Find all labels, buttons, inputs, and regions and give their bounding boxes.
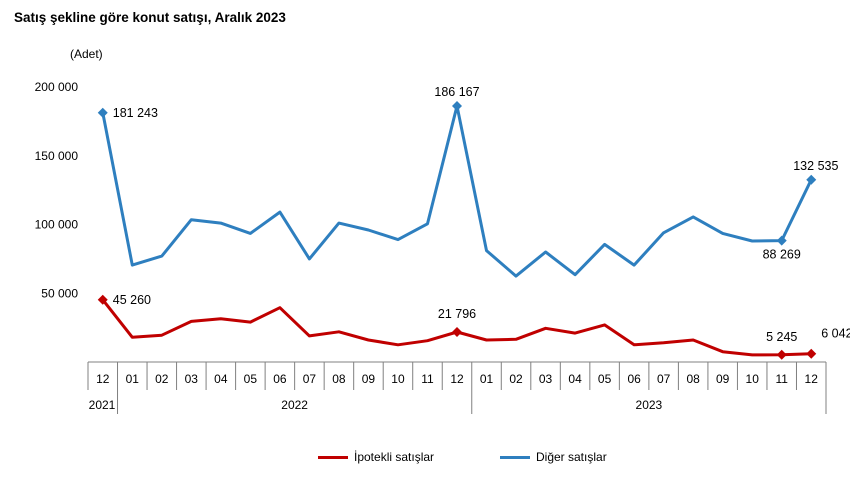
data-label: 5 245	[766, 330, 797, 344]
x-tick-label: 05	[598, 372, 612, 386]
x-tick-label: 08	[686, 372, 700, 386]
x-tick-label: 08	[332, 372, 346, 386]
y-tick-label: 150 000	[35, 149, 79, 163]
data-labels-layer: 45 260 21 796 5 245 6 042 181 243 186 167 88 2…	[113, 85, 850, 344]
data-point-marker	[776, 349, 787, 360]
legend-swatch-diger	[500, 455, 530, 459]
legend-item-diger: Diğer satışlar	[500, 450, 607, 464]
legend-label-diger: Diğer satışlar	[536, 450, 607, 464]
data-label: 45 260	[113, 293, 151, 307]
x-tick-label: 01	[480, 372, 494, 386]
y-tick-label: 50 000	[41, 286, 78, 300]
x-tick-label: 03	[539, 372, 553, 386]
data-point-marker	[97, 294, 108, 305]
x-tick-label: 06	[273, 372, 287, 386]
chart-title: Satış şekline göre konut satışı, Aralık …	[14, 10, 286, 25]
year-label: 2021	[89, 398, 116, 412]
legend-label-ipotekli: İpotekli satışlar	[354, 450, 435, 464]
x-tick-label: 02	[509, 372, 523, 386]
x-tick-label: 11	[421, 372, 434, 386]
year-label: 2022	[281, 398, 308, 412]
data-label: 132 535	[793, 159, 838, 173]
x-tick-label: 03	[185, 372, 199, 386]
data-label: 6 042	[821, 327, 850, 341]
x-tick-label: 12	[805, 372, 819, 386]
data-point-marker	[97, 107, 108, 118]
series-line-diger	[101, 104, 813, 278]
y-tick-label: 200 000	[35, 80, 79, 94]
x-tick-label: 09	[362, 372, 376, 386]
x-tick-label: 07	[303, 372, 317, 386]
data-point-marker	[452, 327, 462, 338]
x-tick-label: 12	[96, 372, 110, 386]
x-tick-label: 05	[244, 372, 258, 386]
x-tick-label: 10	[746, 372, 760, 386]
data-point-marker	[776, 235, 787, 246]
x-tick-label: 07	[657, 372, 671, 386]
x-tick-label: 11	[775, 372, 788, 386]
x-tick-label: 06	[627, 372, 641, 386]
legend-swatch-ipotekli	[318, 455, 348, 459]
data-label: 21 796	[438, 307, 476, 321]
data-label: 186 167	[434, 85, 479, 99]
year-label: 2023	[636, 398, 663, 412]
y-axis-label: (Adet)	[70, 47, 103, 61]
data-label: 181 243	[113, 106, 158, 120]
x-tick-label: 04	[568, 372, 582, 386]
legend-item-ipotekli: İpotekli satışlar	[318, 450, 434, 464]
x-tick-label: 09	[716, 372, 730, 386]
y-tick-label: 100 000	[35, 218, 79, 232]
x-tick-label: 12	[450, 372, 464, 386]
x-tick-label: 02	[155, 372, 169, 386]
x-tick-label: 01	[126, 372, 140, 386]
data-label: 88 269	[763, 248, 801, 262]
data-point-marker	[452, 101, 462, 112]
x-tick-label: 04	[214, 372, 228, 386]
chart-axes: 200 000 150 000 100 000 50 000 12 01 02 03 04 05 0…	[35, 80, 827, 414]
series-layer	[97, 101, 817, 360]
data-point-marker	[806, 348, 817, 359]
data-point-marker	[806, 174, 817, 185]
x-tick-label: 10	[391, 372, 405, 386]
